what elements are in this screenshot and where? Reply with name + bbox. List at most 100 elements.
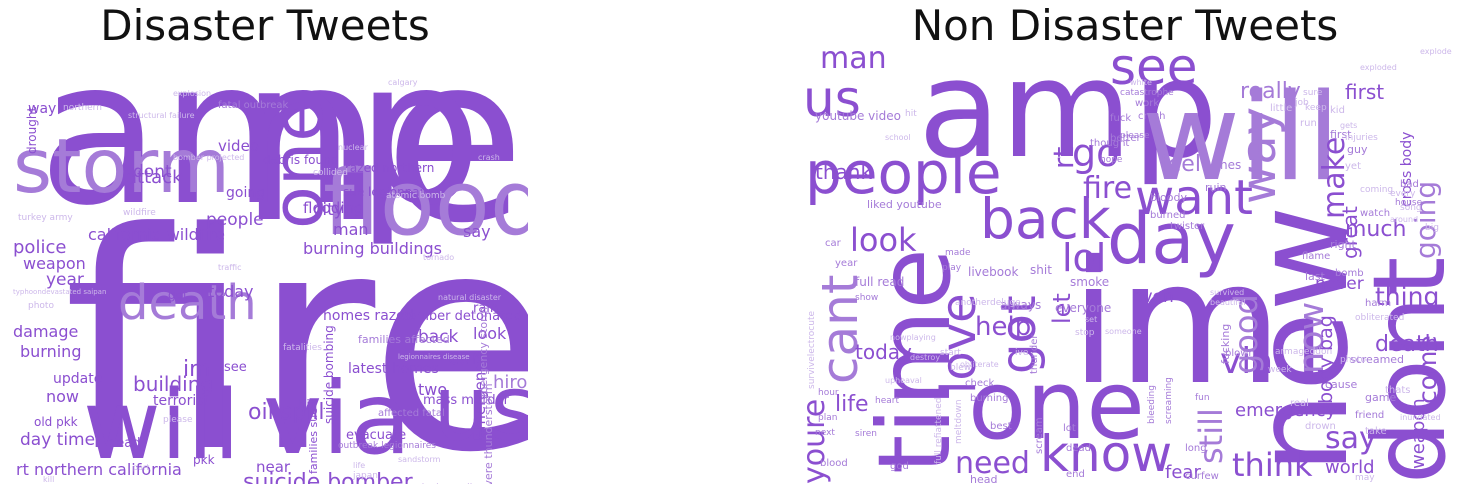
non-disaster-word: hope xyxy=(1100,155,1123,165)
non-disaster-word: harm xyxy=(1365,298,1392,309)
non-disaster-word: smoke xyxy=(1070,275,1110,289)
non-disaster-word: help xyxy=(975,312,1032,342)
non-disaster-word: thought xyxy=(1090,138,1130,149)
disaster-word: look xyxy=(473,324,507,343)
non-disaster-word: people xyxy=(805,139,1002,207)
non-disaster-word: cause xyxy=(1325,378,1358,391)
disaster-word: fire xyxy=(63,169,528,485)
disaster-word: bomber detonated xyxy=(400,309,522,324)
non-disaster-word: right xyxy=(1330,238,1356,251)
non-disaster-word: way xyxy=(1231,106,1287,204)
disaster-word-cloud: firenewampfloodstormwillviausonedeathsui… xyxy=(8,44,528,484)
non-disaster-word: one xyxy=(968,351,1145,461)
non-disaster-word: think xyxy=(1232,446,1313,484)
disaster-word: turkey army xyxy=(18,213,73,223)
non-disaster-word: even xyxy=(1132,287,1174,307)
disaster-word: flood xyxy=(323,151,528,256)
disaster-word: year xyxy=(46,270,84,290)
non-disaster-word: upheaval xyxy=(885,376,922,385)
non-disaster-word: plan xyxy=(818,413,838,423)
disaster-word: burning xyxy=(20,342,82,361)
non-disaster-word: need xyxy=(955,446,1030,481)
non-disaster-word: car xyxy=(825,238,841,249)
disaster-word: update xyxy=(53,371,103,387)
non-disaster-word: fuck xyxy=(1110,113,1132,124)
disaster-word: two xyxy=(418,380,448,399)
non-disaster-word: show xyxy=(855,293,879,303)
disaster-word: tornado xyxy=(423,253,455,262)
non-disaster-word-cloud: im amp will new dont time one day people back see u… xyxy=(800,44,1452,484)
non-disaster-word: life xyxy=(835,392,869,417)
disaster-word: affected fatal xyxy=(378,408,445,419)
non-disaster-word: full read xyxy=(855,275,905,289)
non-disaster-word: heart xyxy=(875,396,899,406)
disaster-word: families affected xyxy=(358,333,450,346)
disaster-word: today xyxy=(208,282,254,301)
non-disaster-word: look xyxy=(850,221,917,259)
non-disaster-word: hes xyxy=(1220,158,1242,172)
non-disaster-word: go xyxy=(1072,131,1120,175)
non-disaster-word: injuries xyxy=(1345,133,1378,143)
disaster-word: sue legionnaires xyxy=(343,185,442,199)
disaster-word: city xyxy=(313,200,344,220)
disaster-word: building xyxy=(133,372,214,396)
non-disaster-word: liked youtube xyxy=(867,198,942,211)
disaster-word: typhoondevastated saipan xyxy=(13,288,107,296)
non-disaster-word: coming xyxy=(1360,185,1394,195)
non-disaster-word: flame xyxy=(1302,251,1331,262)
disaster-word: atomic bomb xyxy=(386,191,446,201)
disaster-word: say xyxy=(463,222,491,241)
non-disaster-word: another xyxy=(955,298,991,308)
disaster-word: death xyxy=(118,275,257,331)
non-disaster-word: world xyxy=(1325,457,1375,478)
non-disaster-word: back xyxy=(980,187,1111,251)
non-disaster-word: know xyxy=(1040,425,1173,483)
non-disaster-word: obliterated xyxy=(1355,313,1405,323)
non-disaster-word: still xyxy=(1192,408,1230,464)
non-disaster-word: bloody xyxy=(1150,191,1187,204)
non-disaster-word: yet xyxy=(1345,161,1361,172)
disaster-word: nuclear xyxy=(338,143,368,152)
disaster-word: old pkk xyxy=(34,415,78,429)
non-disaster-word: big xyxy=(1425,223,1439,233)
disaster-word: calgary xyxy=(388,78,418,87)
non-disaster-word: rt xyxy=(1047,146,1080,170)
disaster-word: suicide bombing xyxy=(322,325,336,424)
non-disaster-word: long xyxy=(1185,443,1207,454)
disaster-word: weapon xyxy=(23,254,86,273)
non-disaster-word: bad xyxy=(1400,179,1419,190)
non-disaster-word: work xyxy=(1135,98,1160,109)
non-disaster-word: emergency xyxy=(1235,400,1337,421)
non-disaster-word: white xyxy=(1130,78,1152,87)
disaster-word: traffic xyxy=(218,263,242,272)
non-disaster-word: first xyxy=(1330,128,1352,141)
disaster-word: day time xyxy=(20,430,96,450)
non-disaster-word: lot xyxy=(1063,423,1076,434)
non-disaster-word: armageddon xyxy=(1275,347,1333,357)
disaster-word: pkk xyxy=(193,453,215,467)
non-disaster-word: around xyxy=(1390,215,1419,224)
disaster-word: bomber projected xyxy=(173,153,245,162)
non-disaster-word: beautiful xyxy=(1210,298,1246,307)
non-disaster-word: better xyxy=(1110,133,1141,144)
disaster-word: im xyxy=(183,357,211,382)
non-disaster-word: year xyxy=(835,258,858,269)
non-disaster-word: ive xyxy=(1015,348,1029,358)
non-disaster-word: really xyxy=(1240,79,1301,104)
disaster-word: people xyxy=(206,210,264,230)
non-disaster-word: game xyxy=(1365,391,1397,404)
non-disaster-word: bleeding xyxy=(1147,385,1157,424)
disaster-word: photo xyxy=(28,301,54,311)
disaster-word: dont xyxy=(133,162,172,182)
disaster-word: see xyxy=(224,360,247,375)
disaster-word: going xyxy=(226,185,266,201)
disaster-word: car xyxy=(448,345,480,369)
disaster-word: razed northern xyxy=(345,161,435,175)
right-panel-title: Non Disaster Tweets xyxy=(911,1,1339,50)
disaster-word: california wildfire xyxy=(88,225,225,244)
non-disaster-word: see xyxy=(1110,44,1198,96)
non-disaster-word: house xyxy=(1395,198,1423,208)
non-disaster-word: lol xyxy=(1062,236,1107,280)
non-disaster-word: head xyxy=(970,473,998,484)
non-disaster-word: fear xyxy=(1165,462,1201,483)
